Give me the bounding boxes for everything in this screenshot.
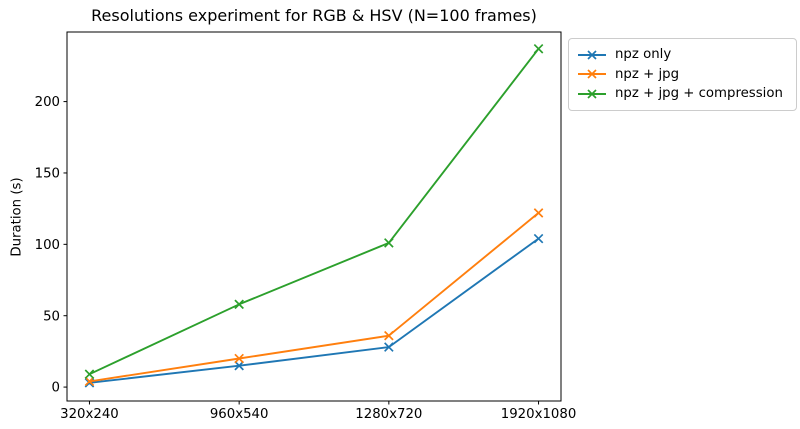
x-axis-ticks: 320x240 960x540 1280x720 1920x1080 [60, 401, 576, 422]
legend-item-npz-jpg: npz + jpg [577, 65, 788, 85]
y-tick-label: 0 [52, 381, 60, 396]
legend-label: npz + jpg [615, 66, 680, 82]
x-tick-label: 960x540 [210, 407, 269, 422]
legend-item-npz-only: npz only [577, 45, 788, 65]
line-marker-swatch-icon [578, 69, 606, 79]
legend-item-npz-jpg-compression: npz + jpg + compression [577, 84, 788, 104]
legend-label: npz only [615, 47, 672, 63]
legend-label: npz + jpg + compression [615, 86, 783, 102]
y-tick-label: 100 [35, 238, 60, 253]
y-tick-label: 50 [43, 309, 60, 324]
x-tick-label: 320x240 [60, 407, 119, 422]
line-marker-swatch-icon [578, 89, 606, 99]
series-line [89, 212, 540, 383]
series-x-markers [84, 43, 544, 380]
series-npz-only [84, 233, 544, 388]
series-line [89, 48, 540, 376]
line-marker-swatch-icon [578, 50, 606, 60]
x-tick-label: 1920x1080 [501, 407, 577, 422]
plot-spines [66, 31, 562, 402]
series-x-markers [84, 233, 544, 388]
series-x-markers [84, 208, 544, 387]
y-tick-label: 150 [35, 167, 60, 182]
y-axis-ticks: 0 50 100 150 200 [35, 95, 67, 396]
series-npz-jpg-compression [84, 43, 544, 380]
chart-title: Resolutions experiment for RGB & HSV (N=… [91, 6, 537, 25]
series-npz-jpg [84, 208, 544, 387]
legend: npz only npz + jpg npz + jpg + compressi… [568, 38, 797, 111]
x-tick-label: 1280x720 [355, 407, 422, 422]
y-tick-label: 200 [35, 95, 60, 110]
series-line [89, 237, 540, 384]
